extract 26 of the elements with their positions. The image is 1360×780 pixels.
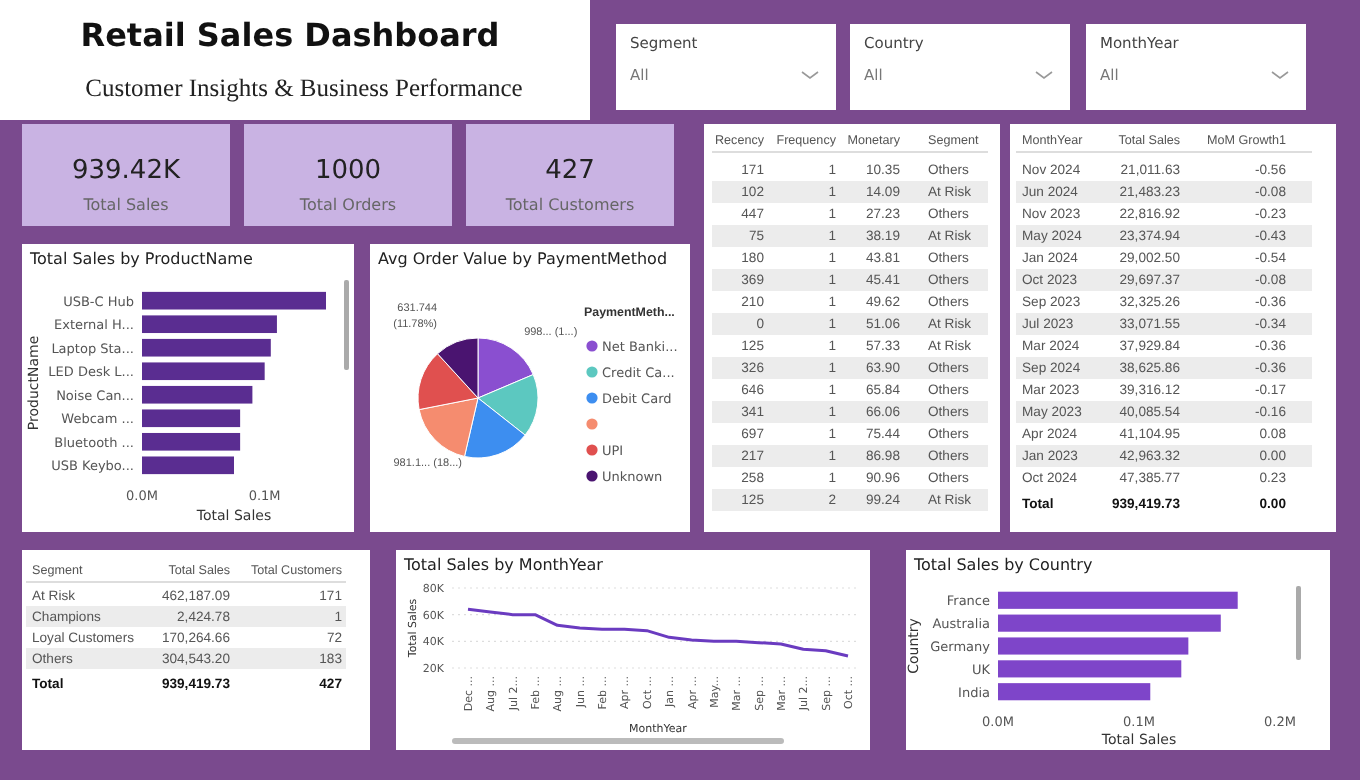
bar bbox=[142, 338, 271, 357]
text: Retail Sales Dashboard bbox=[80, 16, 500, 54]
chart-title: Total Sales by Country bbox=[912, 556, 1093, 574]
category-label: Total Customers bbox=[503, 196, 635, 214]
bar bbox=[998, 637, 1189, 655]
bar bbox=[998, 683, 1151, 701]
bar bbox=[142, 291, 326, 310]
line-series bbox=[466, 607, 850, 658]
category-label: Total Orders bbox=[297, 196, 397, 214]
bar bbox=[142, 456, 234, 475]
category-label: Total Sales bbox=[81, 196, 169, 214]
text: Customer Insights & Business Performance bbox=[85, 74, 524, 102]
bar bbox=[998, 660, 1182, 678]
text: 1000 bbox=[314, 156, 382, 186]
bar bbox=[142, 385, 253, 404]
chart-title: Avg Order Value by PaymentMethod bbox=[378, 250, 668, 268]
bar bbox=[142, 362, 265, 381]
text: 427 bbox=[545, 156, 595, 186]
bar bbox=[998, 591, 1238, 609]
bar bbox=[142, 315, 277, 334]
chart-title: Total Sales by MonthYear bbox=[402, 556, 605, 574]
bar bbox=[142, 432, 241, 451]
chart-title: Total Sales by ProductName bbox=[28, 250, 253, 268]
text: 939.42K bbox=[71, 156, 181, 186]
bar bbox=[142, 409, 241, 428]
bar bbox=[998, 614, 1221, 632]
